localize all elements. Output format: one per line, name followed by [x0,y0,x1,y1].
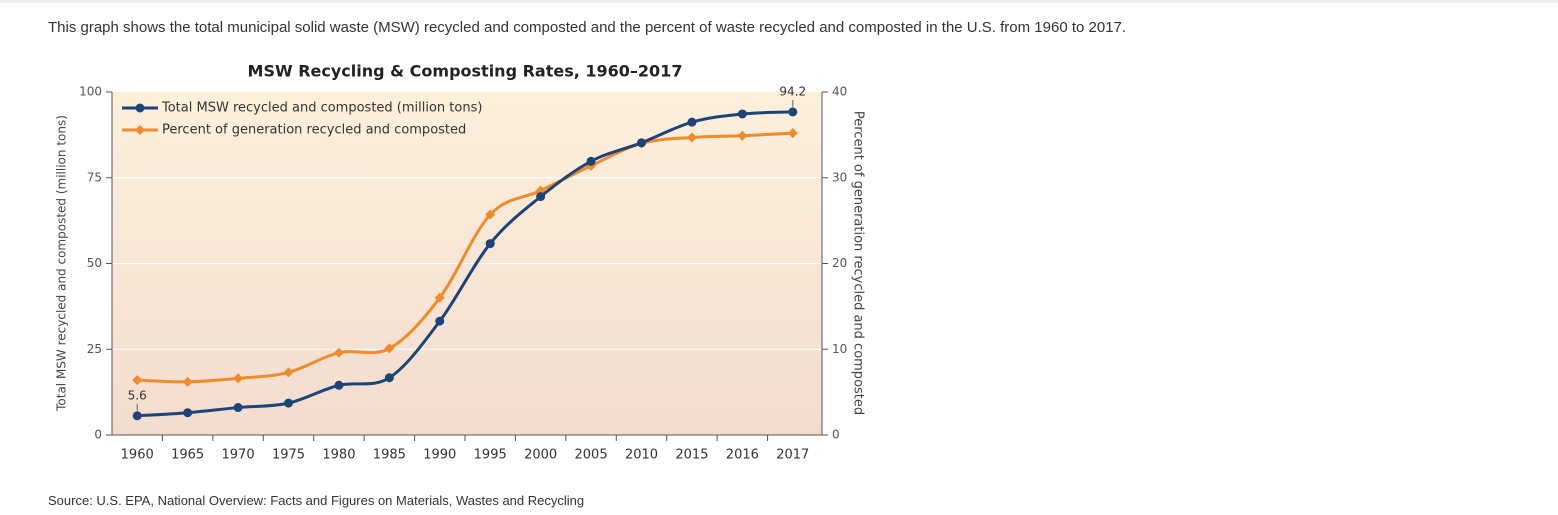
legend-label: Percent of generation recycled and compo… [162,123,466,138]
x-tick-label: 1970 [222,448,255,463]
point [787,128,798,139]
legend-label: Total MSW recycled and composted (millio… [161,101,482,116]
point [485,209,496,220]
y2-tick-label: 20 [832,256,847,270]
series-line [137,110,793,418]
y-axis-label: Total MSW recycled and composted (millio… [55,115,69,412]
y2-axis-label: Percent of generation recycled and compo… [851,111,866,415]
x-tick-label: 2017 [776,448,809,463]
point [637,138,646,148]
point [233,373,244,384]
x-tick-label: 1980 [322,448,355,463]
point [132,411,142,421]
y-tick-label: 75 [87,170,102,184]
series-line [137,131,793,384]
x-tick-label: 2010 [625,448,658,463]
x-tick-label: 1965 [171,448,204,463]
data-label: 5.6 [128,388,147,402]
point [283,367,294,378]
x-tick-label: 1975 [272,448,305,463]
point [434,292,445,303]
y2-tick-label: 10 [832,342,847,356]
point [132,375,143,386]
point [182,376,193,387]
x-tick-label: 1995 [474,448,507,463]
legend-marker [135,125,145,135]
y-tick-label: 0 [94,428,102,442]
point [333,347,344,358]
chart-title: MSW Recycling & Composting Rates, 1960–2… [248,62,683,81]
point [435,316,445,326]
x-tick-label: 1960 [121,448,154,463]
data-label: 94.2 [779,84,806,98]
point [233,403,243,413]
x-tick-label: 2016 [726,448,759,463]
description: This graph shows the total municipal sol… [48,19,1127,36]
point [384,343,395,354]
y-tick-label: 50 [87,256,102,270]
point [686,132,697,143]
point [284,398,293,408]
y-tick-label: 100 [79,85,102,99]
y2-tick-label: 30 [832,170,847,184]
point [334,380,344,390]
x-tick-label: 1985 [373,448,406,463]
x-tick-label: 1990 [423,448,456,463]
point [384,373,394,383]
x-tick-label: 2000 [524,448,557,463]
point [687,117,697,127]
y2-tick-label: 40 [832,85,847,99]
point [737,130,748,141]
y-tick-label: 25 [87,342,102,356]
x-tick-label: 2005 [575,448,608,463]
point [737,109,747,119]
legend-marker [135,103,145,113]
point [788,107,798,117]
top-border [0,0,1558,3]
y2-tick-label: 0 [832,428,840,442]
source: Source: U.S. EPA, National Overview: Fac… [48,493,585,508]
point [183,408,193,418]
point [536,192,546,202]
point [485,239,495,249]
point [586,156,596,166]
x-tick-label: 2015 [675,448,708,463]
